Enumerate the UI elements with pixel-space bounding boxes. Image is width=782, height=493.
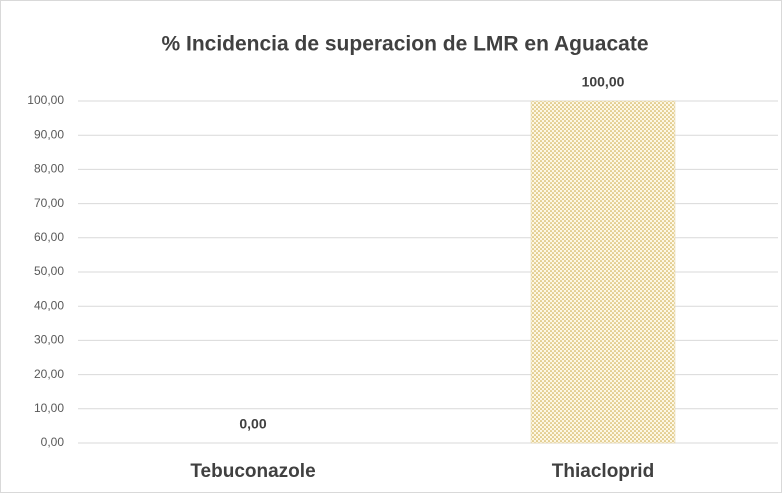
y-tick-label: 60,00 [34,230,64,244]
y-tick-label: 20,00 [34,367,64,381]
value-label: 0,00 [239,416,266,432]
x-tick-label: Thiacloprid [552,461,654,482]
y-tick-label: 70,00 [34,196,64,210]
y-tick-label: 40,00 [34,298,64,312]
y-tick-label: 80,00 [34,162,64,176]
value-label: 100,00 [582,74,625,90]
y-tick-label: 90,00 [34,127,64,141]
x-tick-label: Tebuconazole [190,461,315,482]
bar [530,100,676,444]
y-tick-label: 100,00 [27,93,64,107]
y-tick-label: 50,00 [34,264,64,278]
chart-title: % Incidencia de superacion de LMR en Agu… [161,33,648,56]
y-tick-label: 0,00 [41,435,65,449]
y-tick-label: 10,00 [34,401,64,415]
y-tick-label: 30,00 [34,333,64,347]
